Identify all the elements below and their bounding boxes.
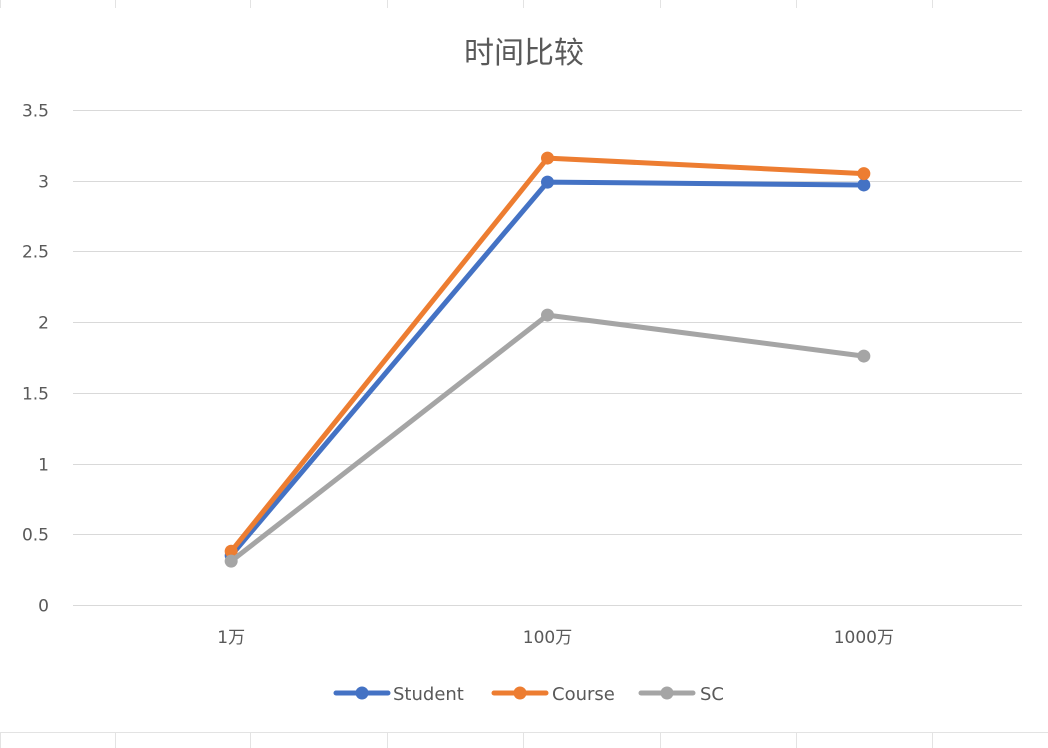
legend-label: Student (393, 684, 464, 705)
y-tick-label: 1 (38, 456, 49, 476)
legend-item-sc: SC (638, 684, 724, 705)
data-point (224, 554, 238, 568)
series-line (228, 179, 867, 558)
series-sc (224, 308, 871, 568)
chart-title: 时间比较 (464, 36, 584, 71)
x-tick-label: 100万 (523, 628, 572, 648)
x-tick-label: 1万 (217, 628, 245, 648)
data-point (541, 175, 554, 189)
series-student (224, 175, 871, 562)
legend-label: Course (552, 684, 615, 705)
series-lines (224, 151, 871, 568)
y-tick-label: 0 (38, 597, 49, 617)
data-point (541, 151, 554, 165)
data-point (541, 308, 554, 322)
y-tick-label: 2 (38, 314, 49, 334)
data-point (857, 349, 871, 363)
series-line (228, 312, 867, 564)
y-tick-label: 3.5 (22, 102, 49, 122)
data-point (224, 544, 238, 558)
legend-item-student: Student (333, 684, 464, 705)
y-axis-tick-labels: 0 0.5 1 1.5 2 2.5 3 3.5 (22, 102, 49, 617)
x-tick-label: 1000万 (834, 628, 894, 648)
legend: Student Course SC (333, 684, 724, 705)
legend-marker (513, 686, 527, 700)
x-axis-tick-labels: 1万 100万 1000万 (217, 628, 894, 648)
series-course (224, 151, 871, 558)
legend-label: SC (700, 684, 724, 705)
y-tick-label: 1.5 (22, 385, 49, 405)
legend-marker (660, 686, 674, 700)
legend-item-course: Course (491, 684, 615, 705)
y-tick-label: 3 (38, 173, 49, 193)
gridlines (73, 110, 1022, 606)
data-point (857, 178, 871, 192)
legend-marker (355, 686, 369, 700)
series-line (228, 155, 867, 554)
y-tick-label: 2.5 (22, 243, 49, 263)
data-point (857, 167, 871, 181)
y-tick-label: 0.5 (22, 526, 49, 546)
